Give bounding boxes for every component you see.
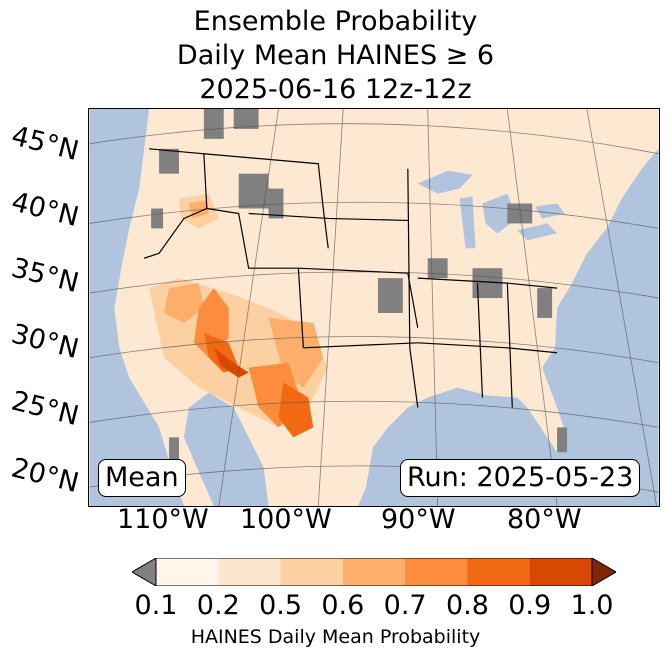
colorbar xyxy=(132,558,616,586)
lon-label-80: 80°W xyxy=(507,504,582,535)
colorbar-over-arrow xyxy=(591,558,616,586)
colorbar-segment xyxy=(405,558,468,586)
title-line-3: 2025-06-16 12z-12z xyxy=(199,74,472,105)
state-borders xyxy=(143,148,558,408)
colorbar-under-arrow xyxy=(132,558,157,586)
colorbar-tick-label: 0.8 xyxy=(445,590,489,621)
colorbar-tick-label: 1.0 xyxy=(570,590,614,621)
lat-label-35: 35°N xyxy=(8,252,82,300)
colorbar-segment xyxy=(342,558,406,586)
lat-label-40: 40°N xyxy=(8,186,82,234)
colorbar-frame xyxy=(155,558,593,586)
colorbar-tick-label: 0.6 xyxy=(321,590,365,621)
lat-label-45: 45°N xyxy=(8,120,82,168)
lon-label-110: 110°W xyxy=(117,504,209,535)
lon-label-100: 100°W xyxy=(240,504,332,535)
florida xyxy=(527,397,566,453)
colorbar-segment xyxy=(467,558,531,586)
lat-label-30: 30°N xyxy=(8,318,82,366)
map-panel xyxy=(88,108,660,507)
great-lakes xyxy=(417,170,566,249)
run-date-badge: Run: 2025-05-23 xyxy=(400,459,641,497)
colorbar-segment xyxy=(218,558,282,586)
probability-shading xyxy=(149,193,329,438)
colorbar-tick-label: 0.1 xyxy=(134,590,178,621)
colorbar-segment xyxy=(156,558,219,586)
colorbar-label: HAINES Daily Mean Probability xyxy=(190,626,481,648)
title-line-2: Daily Mean HAINES ≥ 6 xyxy=(176,40,495,71)
lon-label-90: 90°W xyxy=(381,504,456,535)
colorbar-tick-label: 0.9 xyxy=(508,590,552,621)
lat-label-20: 20°N xyxy=(8,452,82,500)
colorbar-tick-label: 0.7 xyxy=(383,590,427,621)
colorbar-tick-label: 0.2 xyxy=(196,590,240,621)
mean-badge: Mean xyxy=(98,459,186,497)
lat-label-25: 25°N xyxy=(8,385,82,433)
title-line-1: Ensemble Probability xyxy=(193,6,478,37)
colorbar-tick-label: 0.5 xyxy=(259,590,303,621)
colorbar-segment xyxy=(280,558,344,586)
colorbar-segment xyxy=(529,558,593,586)
